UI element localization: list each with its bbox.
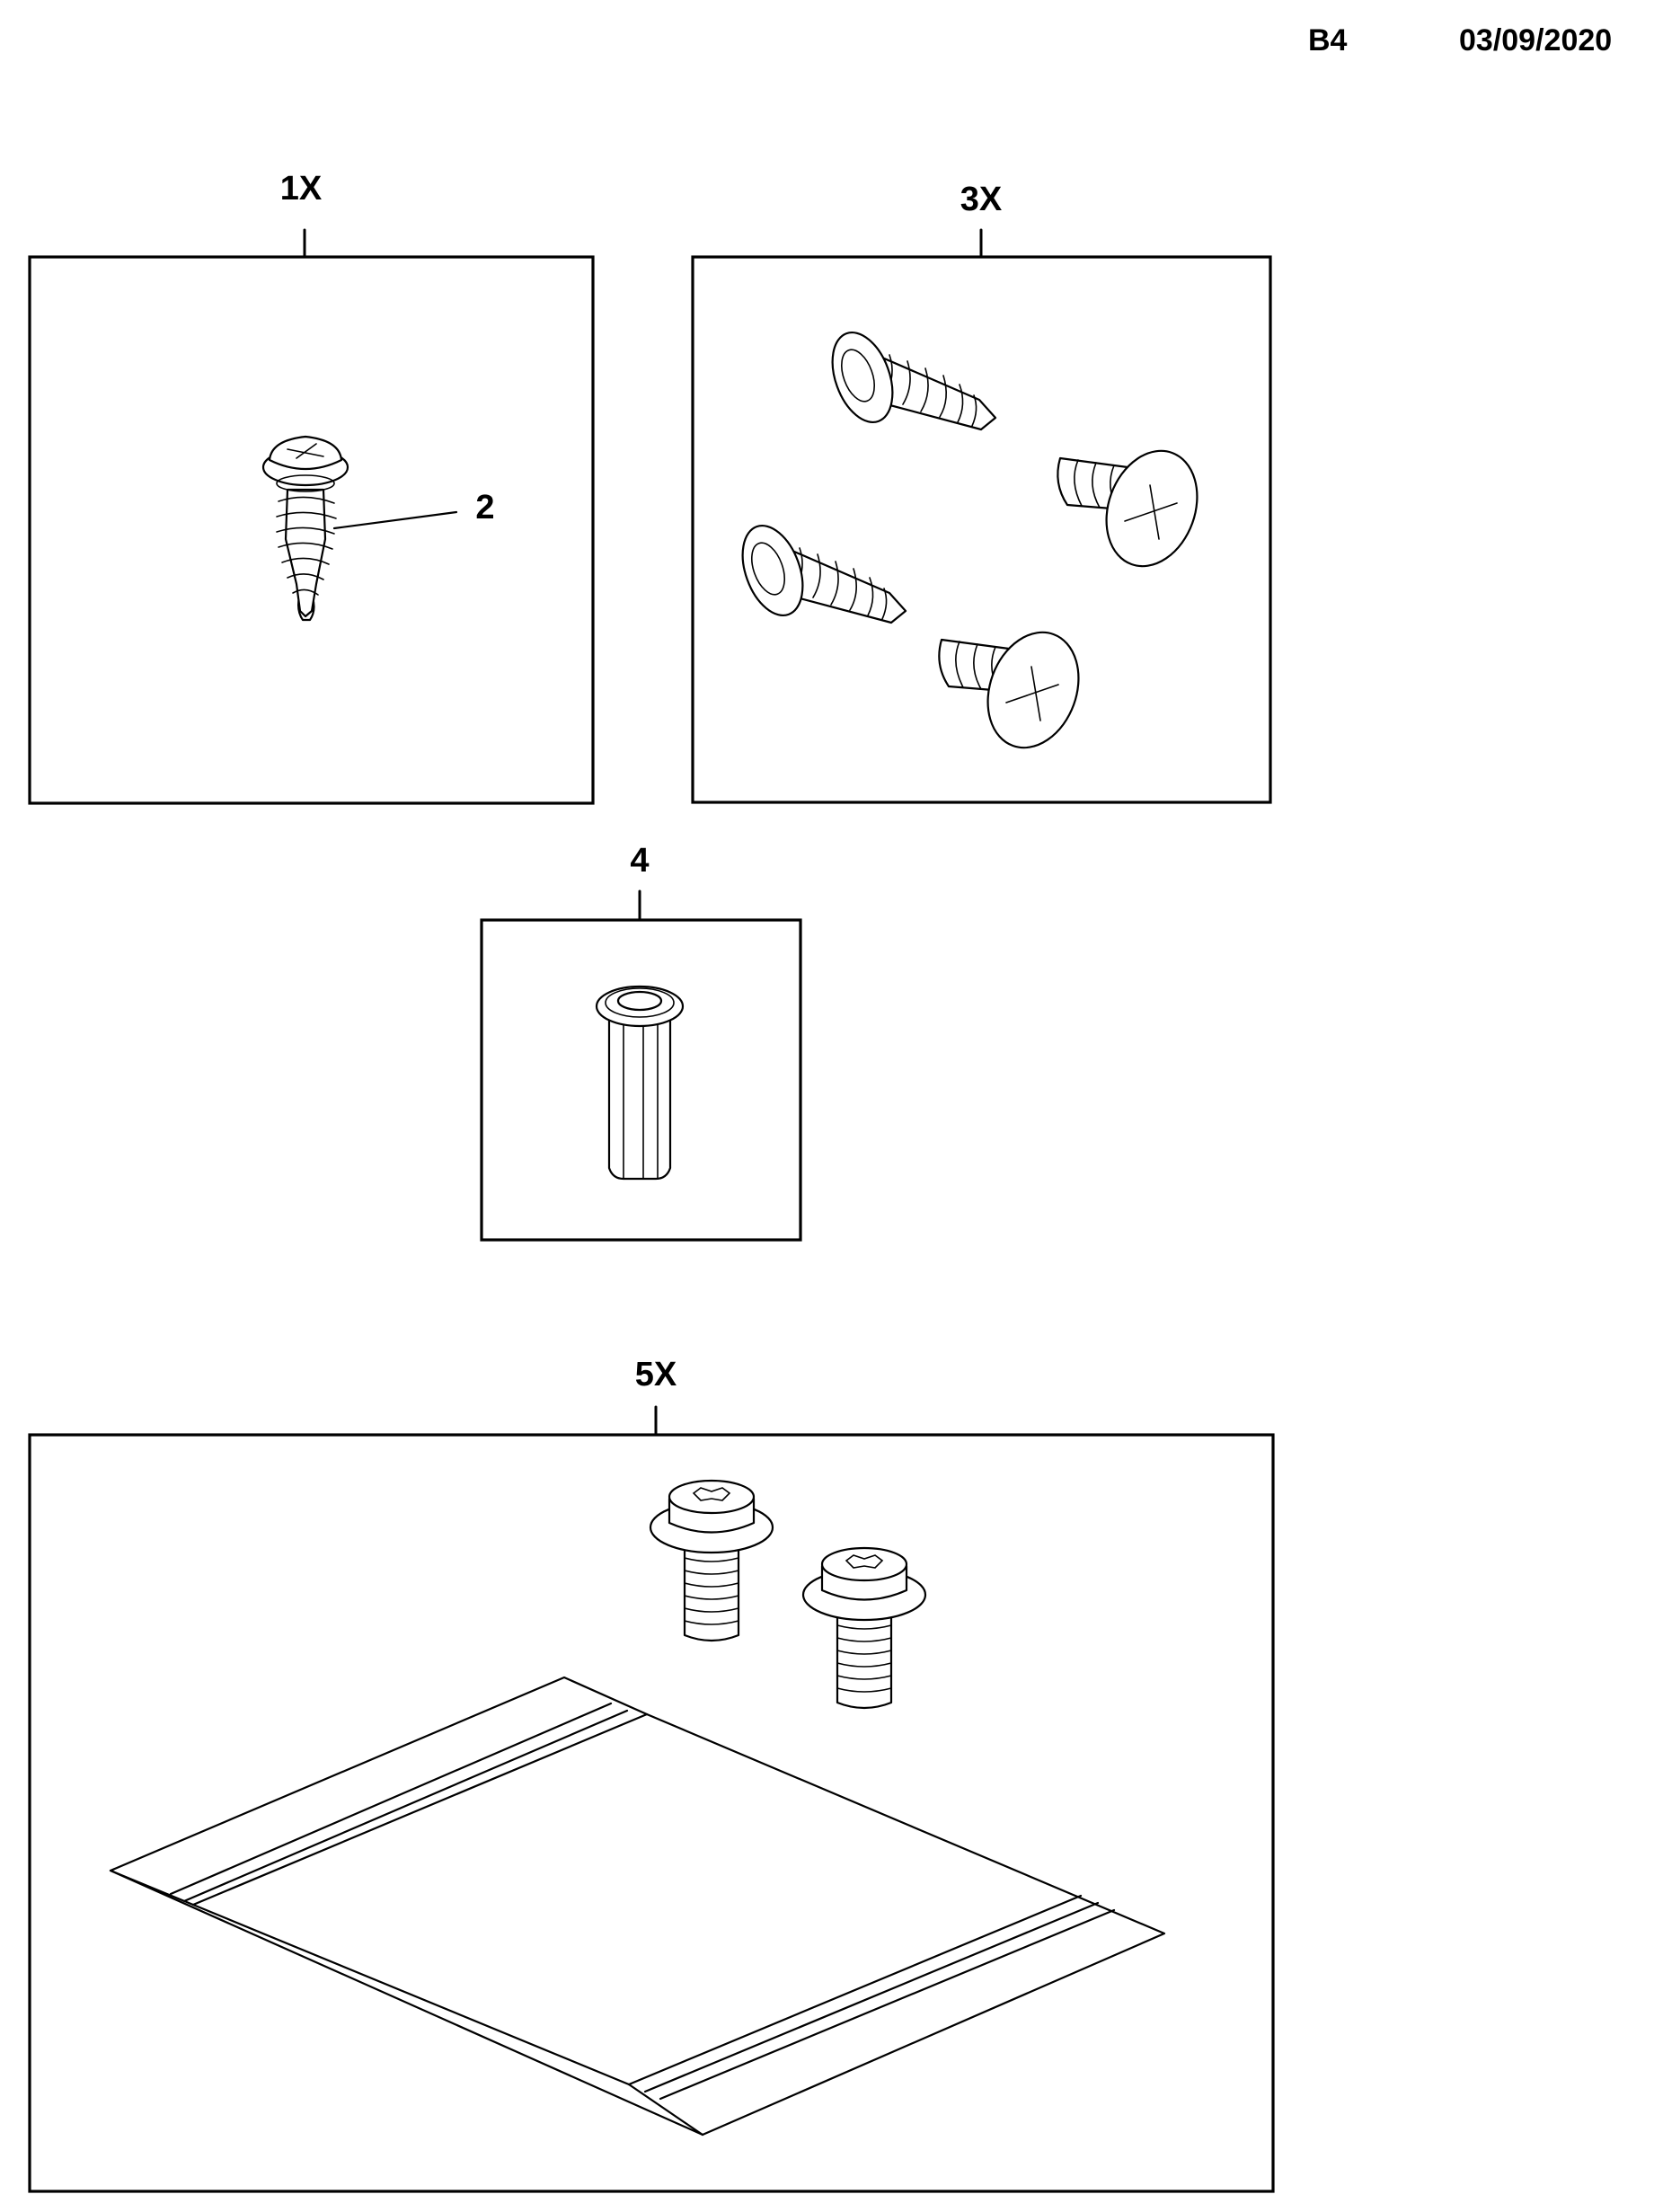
torx-flange-bolt-icon [801, 1546, 927, 1710]
panel-1x-label: 1X [280, 170, 323, 208]
panel-4-frame [480, 918, 802, 1242]
panel-5x: 5X [28, 1356, 1275, 2193]
panel-4-label: 4 [630, 842, 649, 880]
callout-2: 2 [475, 489, 494, 526]
self-tapping-screw-icon [741, 524, 907, 624]
rivet-nut-icon [595, 985, 685, 1181]
panel-3x: 3X [691, 181, 1272, 804]
panel-1x: 1X 2 [28, 170, 595, 805]
panel-3x-label: 3X [960, 181, 1003, 218]
floor-panel-icon [109, 1676, 1166, 2137]
panel-5x-frame [28, 1433, 1275, 2193]
diagram-date: 03/09/2020 [1459, 23, 1613, 58]
truss-head-screw-icon [1057, 449, 1198, 568]
self-tapping-screw-icon [831, 331, 997, 431]
panel-3x-frame [691, 255, 1272, 804]
torx-flange-bolt-icon [649, 1479, 774, 1642]
panel-4: 4 [480, 842, 802, 1242]
truss-head-screw-icon [938, 631, 1080, 749]
washer-head-screw-icon [261, 435, 349, 622]
diagram-code: B4 [1308, 23, 1348, 58]
panel-5x-label: 5X [635, 1356, 677, 1394]
panel-1x-frame [28, 255, 595, 805]
callout-2-leader [332, 510, 458, 530]
